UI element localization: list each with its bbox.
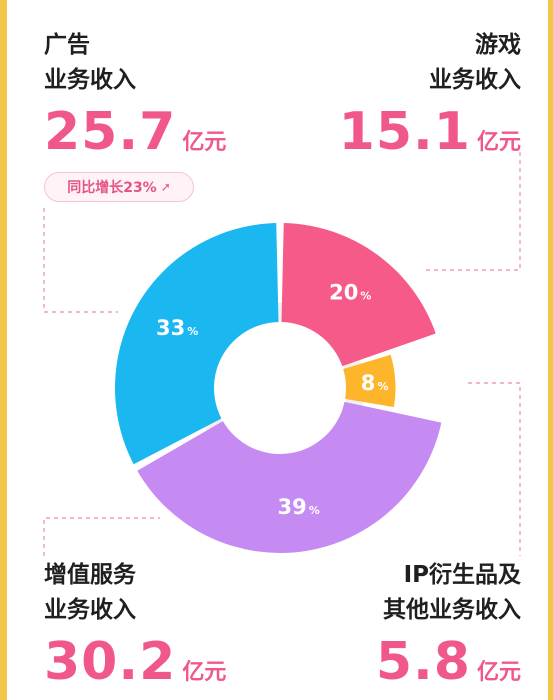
game-amount: 15.1 亿元 <box>339 106 521 158</box>
growth-badge-text: 同比增长23% <box>67 180 157 196</box>
right-edge-strip <box>548 0 553 700</box>
ad-amount-value: 25.7 <box>44 102 177 162</box>
leader-line-game <box>424 152 521 271</box>
ad-revenue-block: 广告 业务收入 25.7 亿元 <box>44 28 226 158</box>
leader-line-vas <box>43 517 160 556</box>
game-title-line1: 游戏 <box>475 32 521 58</box>
slice-game <box>281 223 436 367</box>
ip-revenue-block: IP衍生品及 其他业务收入 5.8 亿元 <box>376 558 521 688</box>
slice-label-ad: 33% <box>156 316 198 340</box>
game-revenue-block: 游戏 业务收入 15.1 亿元 <box>339 28 521 158</box>
vas-amount-value: 30.2 <box>44 632 177 692</box>
ip-amount-value: 5.8 <box>375 632 471 692</box>
vas-revenue-block: 增值服务 业务收入 30.2 亿元 <box>44 558 226 688</box>
left-edge-strip <box>0 0 7 700</box>
slice-label-game: 20% <box>329 280 371 304</box>
vas-title-line2: 业务收入 <box>44 597 136 623</box>
slice-vas <box>137 401 442 553</box>
slice-label-vas: 39% <box>278 495 320 519</box>
leader-lines <box>43 152 521 556</box>
ip-amount-unit: 亿元 <box>476 660 521 685</box>
ad-amount-unit: 亿元 <box>182 130 227 155</box>
slice-layer <box>115 223 442 553</box>
ip-amount: 5.8 亿元 <box>376 636 521 688</box>
game-amount-unit: 亿元 <box>476 130 521 155</box>
game-title-line2: 业务收入 <box>429 67 521 93</box>
ad-title-line1: 广告 <box>44 32 90 58</box>
label-layer: 20 % 8 % 39 % 33% <box>156 280 388 519</box>
vas-title-line1: 增值服务 <box>44 562 136 588</box>
slice-label-ip: 8% <box>361 371 389 395</box>
ip-title-line1: IP衍生品及 <box>403 562 521 588</box>
slice-ip <box>343 354 396 408</box>
ad-amount: 25.7 亿元 <box>44 106 226 158</box>
growth-badge: 同比增长23% ➚ <box>44 172 194 202</box>
ip-title-line2: 其他业务收入 <box>383 597 521 623</box>
slice-ad <box>115 223 279 465</box>
growth-arrow-icon: ➚ <box>160 180 171 194</box>
leader-line-ip <box>468 382 521 556</box>
ad-title-line2: 业务收入 <box>44 67 136 93</box>
vas-amount: 30.2 亿元 <box>44 636 226 688</box>
vas-amount-unit: 亿元 <box>182 660 227 685</box>
game-amount-value: 15.1 <box>338 102 471 162</box>
leader-line-ad <box>43 208 118 313</box>
